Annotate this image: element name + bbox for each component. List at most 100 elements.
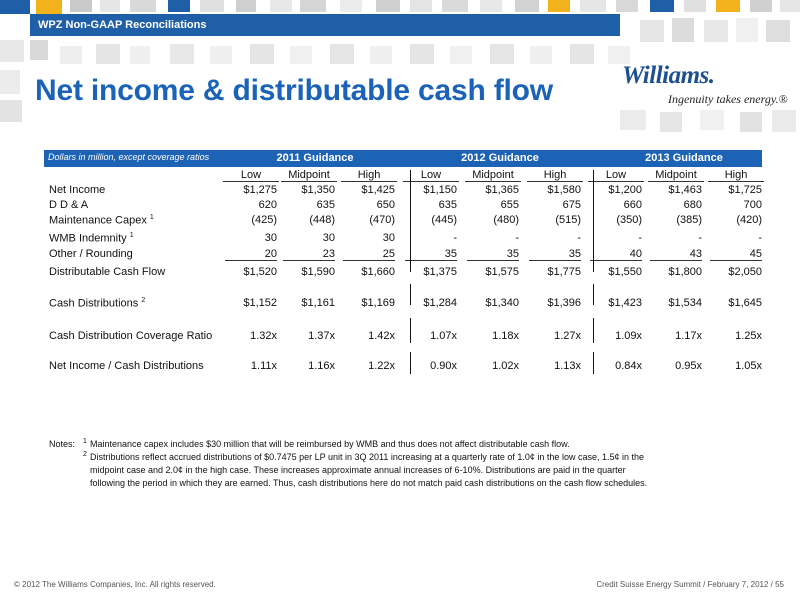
mosaic-tile	[96, 44, 120, 64]
table-cell: 680	[683, 199, 702, 211]
table-cell: 1.09x	[615, 330, 642, 342]
table-cell: $2,050	[728, 266, 762, 278]
units-label: Dollars in million, except coverage rati…	[48, 152, 210, 162]
column-header: Low	[223, 169, 279, 182]
note2-line1: Distributions reflect accrued distributi…	[90, 452, 644, 462]
table-cell: 1.16x	[308, 360, 335, 372]
table-cell: 1.07x	[430, 330, 457, 342]
mosaic-tile	[608, 46, 630, 64]
row-label: Net Income / Cash Distributions	[49, 360, 204, 372]
table-cell: $1,375	[423, 266, 457, 278]
row-label-text: Other / Rounding	[49, 248, 133, 260]
table-cell: $1,423	[608, 297, 642, 309]
table-cell: $1,590	[301, 266, 335, 278]
table-cell: -	[698, 232, 702, 244]
mosaic-tile	[210, 46, 232, 64]
mosaic-tile	[736, 18, 758, 42]
mosaic-tile	[290, 46, 312, 64]
mosaic-tile	[616, 0, 638, 12]
note2-line3: following the period in which they are e…	[90, 478, 648, 488]
mosaic-tile	[660, 112, 682, 132]
table-cell: 675	[562, 199, 581, 211]
mosaic-tile	[672, 18, 694, 42]
table-cell: $1,350	[301, 184, 335, 196]
mosaic-tile	[0, 70, 20, 94]
group-separator	[593, 284, 594, 305]
table-cell: (425)	[251, 214, 277, 226]
mosaic-tile	[170, 44, 194, 64]
note2-line2: midpoint case and 2.0¢ in the high case.…	[90, 465, 626, 475]
table-cell: 1.02x	[492, 360, 519, 372]
group-2012: 2012 Guidance	[461, 152, 539, 164]
mosaic-tile	[716, 0, 740, 12]
table-cell: 35	[529, 248, 581, 261]
mosaic-tile	[740, 112, 762, 132]
table-cell: 45	[710, 248, 762, 261]
table-cell: 1.11x	[250, 360, 277, 372]
mosaic-tile	[340, 0, 362, 12]
section-banner: WPZ Non-GAAP Reconciliations	[30, 14, 620, 36]
mosaic-tile	[60, 46, 82, 64]
note2-marker: 2	[83, 451, 87, 458]
table-cell: 660	[623, 199, 642, 211]
table-cell: 40	[590, 248, 642, 261]
table-cell: $1,800	[668, 266, 702, 278]
mosaic-tile	[772, 110, 796, 132]
table-cell: 1.32x	[250, 330, 277, 342]
mosaic-tile	[530, 46, 552, 64]
table-cell: $1,161	[301, 297, 335, 309]
mosaic-tile	[700, 110, 724, 130]
page-title: Net income & distributable cash flow	[35, 74, 553, 107]
mosaic-tile	[684, 0, 706, 12]
group-separator	[593, 318, 594, 343]
row-label: Cash Distributions 2	[49, 297, 145, 310]
table-cell: 635	[316, 199, 335, 211]
mosaic-tile	[515, 0, 539, 12]
column-header: High	[341, 169, 397, 182]
row-label-text: D D & A	[49, 199, 89, 211]
table-cell: $1,200	[608, 184, 642, 196]
table-cell: $1,520	[243, 266, 277, 278]
mosaic-tile	[480, 0, 502, 12]
row-label: Distributable Cash Flow	[49, 266, 165, 278]
footer-copyright: © 2012 The Williams Companies, Inc. All …	[14, 580, 216, 589]
row-label-text: Cash Distributions	[49, 297, 139, 310]
mosaic-tile	[640, 20, 664, 42]
table-cell: 635	[438, 199, 457, 211]
row-label-text: Distributable Cash Flow	[49, 266, 166, 278]
table-cell: $1,365	[485, 184, 519, 196]
mosaic-tile	[650, 0, 674, 12]
logo-wordmark: Williams.	[622, 62, 715, 89]
mosaic-tile	[200, 0, 224, 12]
table-cell: 25	[343, 248, 395, 261]
mosaic-tile	[0, 0, 30, 14]
footnote-marker: 1	[149, 214, 154, 221]
logo-tagline: Ingenuity takes energy.®	[668, 92, 788, 106]
table-cell: 0.90x	[430, 360, 457, 372]
mosaic-tile	[270, 0, 292, 12]
table-cell: -	[515, 232, 519, 244]
mosaic-tile	[780, 0, 800, 12]
group-separator	[410, 170, 411, 272]
table-cell: (350)	[616, 214, 642, 226]
footnote-marker: 2	[141, 297, 146, 304]
table-cell: -	[453, 232, 457, 244]
mosaic-tile	[570, 44, 594, 64]
column-header: Midpoint	[648, 169, 704, 182]
mosaic-tile	[168, 0, 190, 12]
table-cell: 1.37x	[308, 330, 335, 342]
table-cell: (385)	[676, 214, 702, 226]
row-label: WMB Indemnity 1	[49, 232, 134, 245]
mosaic-tile	[376, 0, 400, 12]
table-cell: 1.13x	[554, 360, 581, 372]
mosaic-tile	[0, 40, 24, 62]
table-cell: $1,660	[361, 266, 395, 278]
table-cell: $1,340	[485, 297, 519, 309]
table-cell: 1.05x	[735, 360, 762, 372]
mosaic-tile	[236, 0, 256, 12]
footnote-marker: 1	[129, 232, 134, 239]
table-cell: $1,152	[243, 297, 277, 309]
column-header: Midpoint	[281, 169, 337, 182]
table-cell: 1.25x	[735, 330, 762, 342]
table-cell: 0.95x	[675, 360, 702, 372]
